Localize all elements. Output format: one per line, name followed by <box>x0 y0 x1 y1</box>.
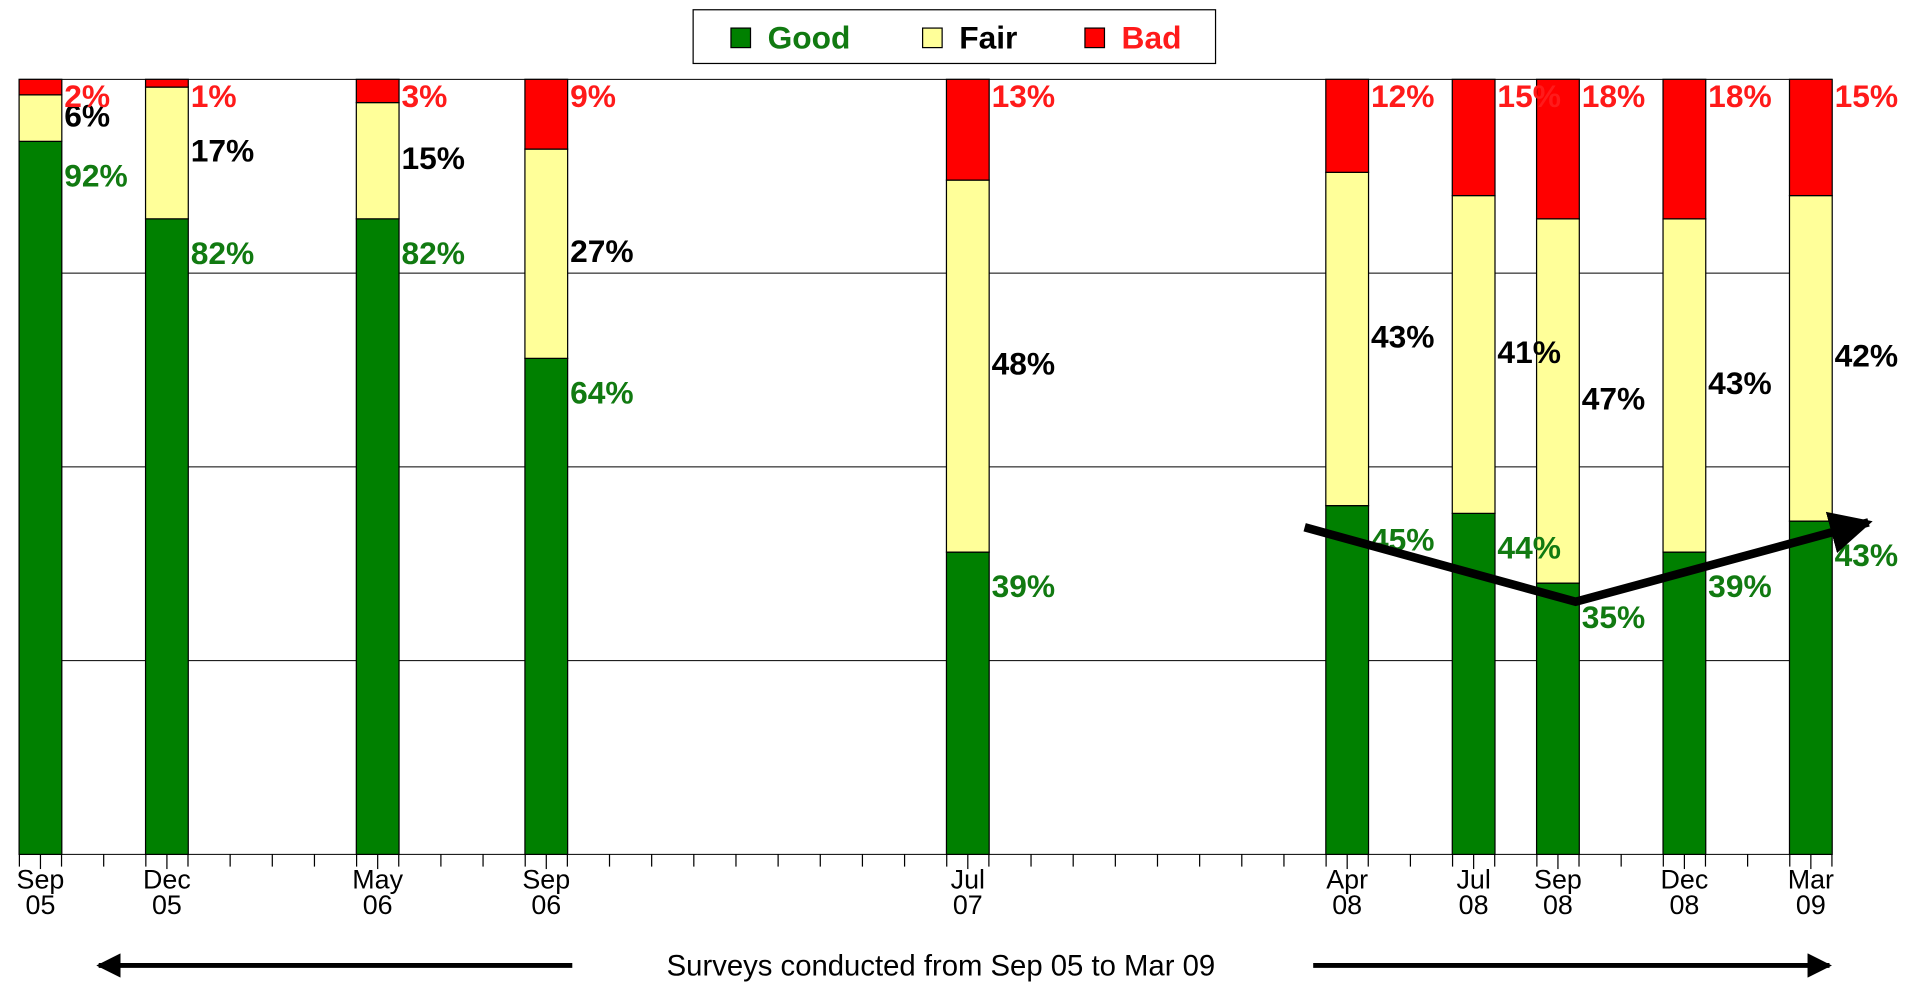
bar-segment <box>524 357 569 856</box>
bar-segment <box>1451 512 1496 856</box>
bar-segment <box>355 101 400 220</box>
bar-segment <box>355 78 400 104</box>
value-label: 42% <box>1835 338 1898 374</box>
value-label: 13% <box>992 78 1055 114</box>
bar-segment <box>1788 78 1833 197</box>
bar-segment <box>144 78 189 88</box>
bar-segment <box>1325 171 1370 507</box>
bar-segment <box>945 551 990 856</box>
trend-arrow <box>1303 511 1873 607</box>
value-label: 3% <box>401 78 447 114</box>
legend-label: Good <box>768 20 851 56</box>
x-tick-label: Sep 06 <box>522 866 571 921</box>
value-label: 41% <box>1497 334 1560 370</box>
x-tick-label: Dec 05 <box>143 866 191 921</box>
bar-segment <box>1788 194 1833 522</box>
x-tick-label-box: Jul 07 <box>950 866 985 921</box>
bar-segment <box>144 86 189 220</box>
bar-segment <box>945 179 990 553</box>
value-label: 44% <box>1497 529 1560 565</box>
x-tick-label: Sep 08 <box>1534 866 1582 921</box>
value-label: 43% <box>1835 537 1898 573</box>
bar-segment <box>1325 78 1370 173</box>
bar-segment <box>18 78 63 96</box>
value-label: 64% <box>570 374 633 410</box>
legend-swatch <box>921 27 943 49</box>
bar-segment <box>144 218 189 856</box>
x-tick-label-box: Apr 08 <box>1326 866 1369 921</box>
bar-segment <box>1325 505 1370 856</box>
x-tick-label-box: Mar 09 <box>1787 866 1834 921</box>
legend-swatch <box>730 27 752 49</box>
value-label: 27% <box>570 233 633 269</box>
bar-segment <box>1662 78 1707 220</box>
x-tick-label: Dec 08 <box>1660 866 1709 921</box>
value-label: 39% <box>1708 568 1771 604</box>
bar-segment <box>524 78 569 150</box>
value-label: 15% <box>401 140 464 176</box>
legend-label: Bad <box>1122 20 1182 56</box>
value-label: 6% <box>64 97 110 133</box>
bar-segment <box>1535 218 1580 584</box>
x-tick-label-box: Sep 08 <box>1534 866 1582 921</box>
bar-segment <box>1662 218 1707 553</box>
x-tick-label-box: Dec 08 <box>1660 866 1709 921</box>
value-label: 35% <box>1582 599 1645 635</box>
value-label: 15% <box>1497 78 1560 114</box>
value-label: 17% <box>191 132 254 168</box>
x-tick-label: Apr 08 <box>1326 866 1369 921</box>
value-label: 12% <box>1371 78 1434 114</box>
bar-segment <box>18 140 63 856</box>
x-tick-label-box: Sep 05 <box>16 866 65 921</box>
value-label: 82% <box>401 235 464 271</box>
value-label: 43% <box>1708 365 1771 401</box>
bar-segment <box>18 94 63 142</box>
value-label: 92% <box>64 157 127 193</box>
x-axis-label: Surveys conducted from Sep 05 to Mar 09 <box>667 950 1216 983</box>
value-label: 82% <box>191 235 254 271</box>
value-label: 18% <box>1582 78 1645 114</box>
value-label: 43% <box>1371 318 1434 354</box>
x-tick-label: Jul 08 <box>1456 866 1491 921</box>
bar-segment <box>1451 78 1496 197</box>
x-tick-label-box: Dec 05 <box>143 866 191 921</box>
value-label: 15% <box>1835 78 1898 114</box>
x-tick-label: Jul 07 <box>950 866 985 921</box>
bar-segment <box>1788 520 1833 856</box>
x-tick-label-box: May 06 <box>352 866 404 921</box>
value-label: 48% <box>992 345 1055 381</box>
legend-label: Fair <box>959 20 1017 56</box>
value-label: 9% <box>570 78 616 114</box>
legend-swatch <box>1084 27 1106 49</box>
x-tick-label-box: Jul 08 <box>1456 866 1491 921</box>
value-label: 1% <box>191 78 237 114</box>
x-tick-label: Mar 09 <box>1787 866 1834 921</box>
bar-segment <box>524 148 569 359</box>
value-label: 47% <box>1582 380 1645 416</box>
value-label: 2% <box>64 78 110 114</box>
bar-segment <box>1535 78 1580 220</box>
bar-segment <box>945 78 990 181</box>
value-label: 39% <box>992 568 1055 604</box>
bar-segment <box>1662 551 1707 856</box>
bar-segment <box>355 218 400 856</box>
x-tick-label-box: Sep 06 <box>522 866 571 921</box>
legend-box <box>692 9 1217 65</box>
value-label: 18% <box>1708 78 1771 114</box>
x-tick-label: Sep 05 <box>16 866 65 921</box>
bar-segment <box>1451 194 1496 514</box>
x-tick-label: May 06 <box>352 866 404 921</box>
bar-segment <box>1535 582 1580 856</box>
